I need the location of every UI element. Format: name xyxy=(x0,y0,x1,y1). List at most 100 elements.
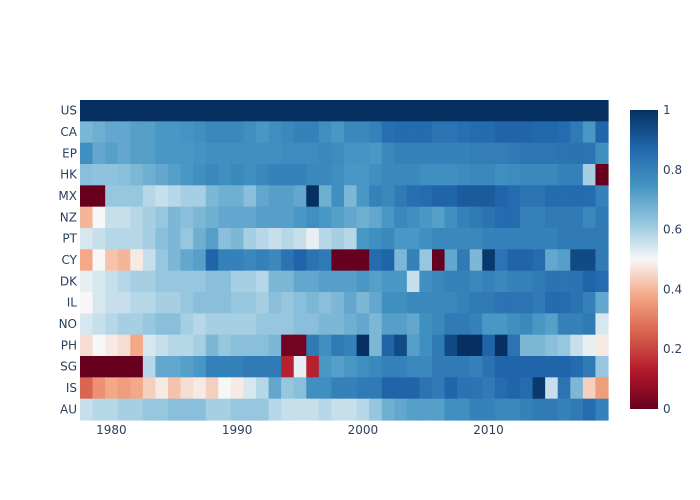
heatmap-cell xyxy=(381,334,395,357)
heatmap-cell xyxy=(469,292,483,314)
heatmap-cell xyxy=(595,142,609,165)
heatmap-cell xyxy=(570,142,584,165)
heatmap-cell xyxy=(494,292,509,314)
heatmap-cell xyxy=(582,228,597,250)
heatmap-cell xyxy=(394,356,408,378)
heatmap-cell xyxy=(419,228,433,250)
heatmap-cell xyxy=(532,228,546,250)
heatmap-cell xyxy=(230,377,245,400)
heatmap-cell xyxy=(494,270,509,293)
heatmap-cell xyxy=(155,121,169,144)
heatmap-cell xyxy=(205,313,219,336)
heatmap-cell xyxy=(193,398,207,421)
heatmap-cell xyxy=(457,142,471,165)
heatmap-cell xyxy=(369,164,383,186)
heatmap-cell xyxy=(457,334,471,357)
heatmap-cell xyxy=(230,270,245,293)
heatmap-cell xyxy=(205,164,219,186)
heatmap-cell xyxy=(306,356,320,378)
heatmap-cell xyxy=(570,121,584,144)
heatmap-cell xyxy=(356,377,370,400)
heatmap-cell xyxy=(205,185,219,208)
heatmap-cell xyxy=(406,377,421,400)
heatmap-cell xyxy=(444,377,458,400)
heatmap-cell xyxy=(117,270,131,293)
heatmap-cell xyxy=(432,100,446,122)
heatmap-cell xyxy=(520,100,534,122)
heatmap-cell xyxy=(218,334,232,357)
heatmap-cell xyxy=(193,228,207,250)
heatmap-cell xyxy=(520,313,534,336)
heatmap-cell xyxy=(557,356,571,378)
heatmap-cell xyxy=(369,100,383,122)
heatmap-cell xyxy=(256,356,270,378)
heatmap-cell xyxy=(168,249,182,272)
heatmap-cell xyxy=(306,100,320,122)
heatmap-cell xyxy=(557,164,571,186)
heatmap-cell xyxy=(193,185,207,208)
heatmap-cell xyxy=(80,249,94,272)
heatmap-cell xyxy=(381,270,395,293)
heatmap-cell xyxy=(268,228,282,250)
heatmap-cell xyxy=(545,206,559,229)
heatmap-cell xyxy=(168,334,182,357)
heatmap-cell xyxy=(268,164,282,186)
heatmap-cell xyxy=(306,185,320,208)
heatmap-cell xyxy=(318,228,333,250)
heatmap-cell xyxy=(520,206,534,229)
x-tick-label: 2000 xyxy=(348,423,379,437)
heatmap-cell xyxy=(205,334,219,357)
heatmap-cell xyxy=(318,142,333,165)
heatmap-cell xyxy=(507,292,521,314)
heatmap-cell xyxy=(142,356,157,378)
heatmap-cell xyxy=(105,121,119,144)
heatmap-cell xyxy=(369,249,383,272)
heatmap-cell xyxy=(318,334,333,357)
heatmap-cell xyxy=(356,164,370,186)
heatmap-cell xyxy=(243,398,257,421)
heatmap-cell xyxy=(130,228,144,250)
heatmap-cell xyxy=(293,313,307,336)
heatmap-cell xyxy=(230,100,245,122)
heatmap-cell xyxy=(193,142,207,165)
heatmap-cell xyxy=(469,228,483,250)
heatmap-cell xyxy=(256,270,270,293)
heatmap-cell xyxy=(344,334,358,357)
heatmap-cell xyxy=(394,377,408,400)
heatmap-cell xyxy=(155,142,169,165)
heatmap-cell xyxy=(256,249,270,272)
heatmap-cell xyxy=(293,334,307,357)
heatmap-cell xyxy=(494,398,509,421)
heatmap-cell xyxy=(344,313,358,336)
colorbar-tick-label: 0.2 xyxy=(663,342,682,356)
heatmap-cell xyxy=(457,185,471,208)
heatmap-cell xyxy=(369,313,383,336)
heatmap-cell xyxy=(205,270,219,293)
heatmap-cell xyxy=(457,313,471,336)
heatmap-cell xyxy=(582,377,597,400)
heatmap-cell xyxy=(142,228,157,250)
heatmap-cell xyxy=(168,228,182,250)
heatmap-cell xyxy=(394,164,408,186)
heatmap-cell xyxy=(557,100,571,122)
heatmap-cell xyxy=(293,164,307,186)
heatmap-cell xyxy=(419,142,433,165)
heatmap-cell xyxy=(507,377,521,400)
heatmap-cell xyxy=(281,206,295,229)
heatmap-cell xyxy=(457,249,471,272)
heatmap-cell xyxy=(545,398,559,421)
heatmap-cell xyxy=(444,100,458,122)
heatmap-cell xyxy=(595,164,609,186)
heatmap-cell xyxy=(406,270,421,293)
heatmap-cell xyxy=(507,334,521,357)
heatmap-cell xyxy=(193,249,207,272)
heatmap-cell xyxy=(80,377,94,400)
heatmap-cell xyxy=(105,206,119,229)
heatmap-cell xyxy=(218,206,232,229)
heatmap-cell xyxy=(168,121,182,144)
heatmap-cell xyxy=(494,142,509,165)
heatmap-cell xyxy=(130,142,144,165)
heatmap-cell xyxy=(293,228,307,250)
heatmap-cell xyxy=(532,185,546,208)
heatmap-cell xyxy=(293,292,307,314)
